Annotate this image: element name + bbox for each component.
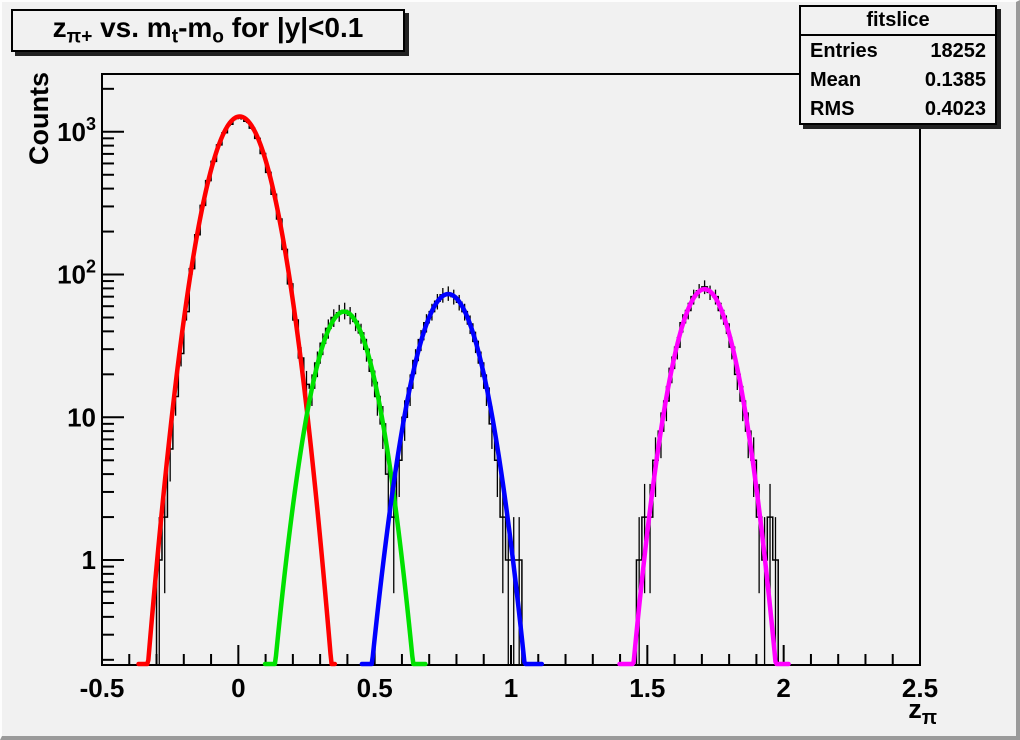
fit-blue: [359, 291, 545, 667]
stats-row-rms: RMS 0.4023: [801, 94, 995, 123]
stats-row-entries: Entries 18252: [801, 36, 995, 65]
x-axis-title: zπ: [908, 694, 937, 729]
stats-label: Entries: [810, 40, 878, 62]
histogram-line: [102, 117, 920, 666]
x-tick-label: 0: [231, 673, 245, 703]
stats-value: 0.1385: [924, 69, 986, 91]
fit-magenta: [617, 286, 791, 667]
fit-green: [262, 309, 428, 667]
y-axis-title: Counts: [24, 72, 54, 165]
x-tick-labels: -0.5 0 0.5 1 1.5 2 2.5: [80, 673, 938, 703]
title-pave: zπ+ vs. mt-mo for |y|<0.1: [11, 9, 405, 52]
fit-red: [136, 114, 338, 667]
stats-value: 0.4023: [924, 98, 986, 120]
axis-ticks: [101, 87, 921, 665]
plot-title: zπ+ vs. mt-mo for |y|<0.1: [52, 12, 364, 48]
plot-frame: [101, 73, 921, 666]
stats-label: RMS: [810, 98, 855, 120]
y-tick-label: 10: [67, 402, 96, 432]
y-tick-label: 1: [82, 545, 96, 575]
x-tick-label: 0.5: [357, 673, 393, 703]
stats-value: 18252: [930, 40, 986, 62]
stats-label: Mean: [810, 69, 862, 91]
y-tick-label: 103: [57, 114, 96, 147]
stats-title: fitslice: [801, 7, 995, 36]
stats-pave: fitslice Entries 18252 Mean 0.1385 RMS 0…: [799, 5, 997, 125]
x-tick-label: 1.5: [629, 673, 665, 703]
error-bars: [158, 116, 777, 665]
x-tick-label: 2: [776, 673, 790, 703]
stats-row-mean: Mean 0.1385: [801, 65, 995, 94]
x-tick-label: -0.5: [80, 673, 125, 703]
x-tick-label: 1: [504, 673, 518, 703]
y-tick-label: 102: [57, 257, 96, 290]
x-tick-label: 2.5: [902, 673, 938, 703]
